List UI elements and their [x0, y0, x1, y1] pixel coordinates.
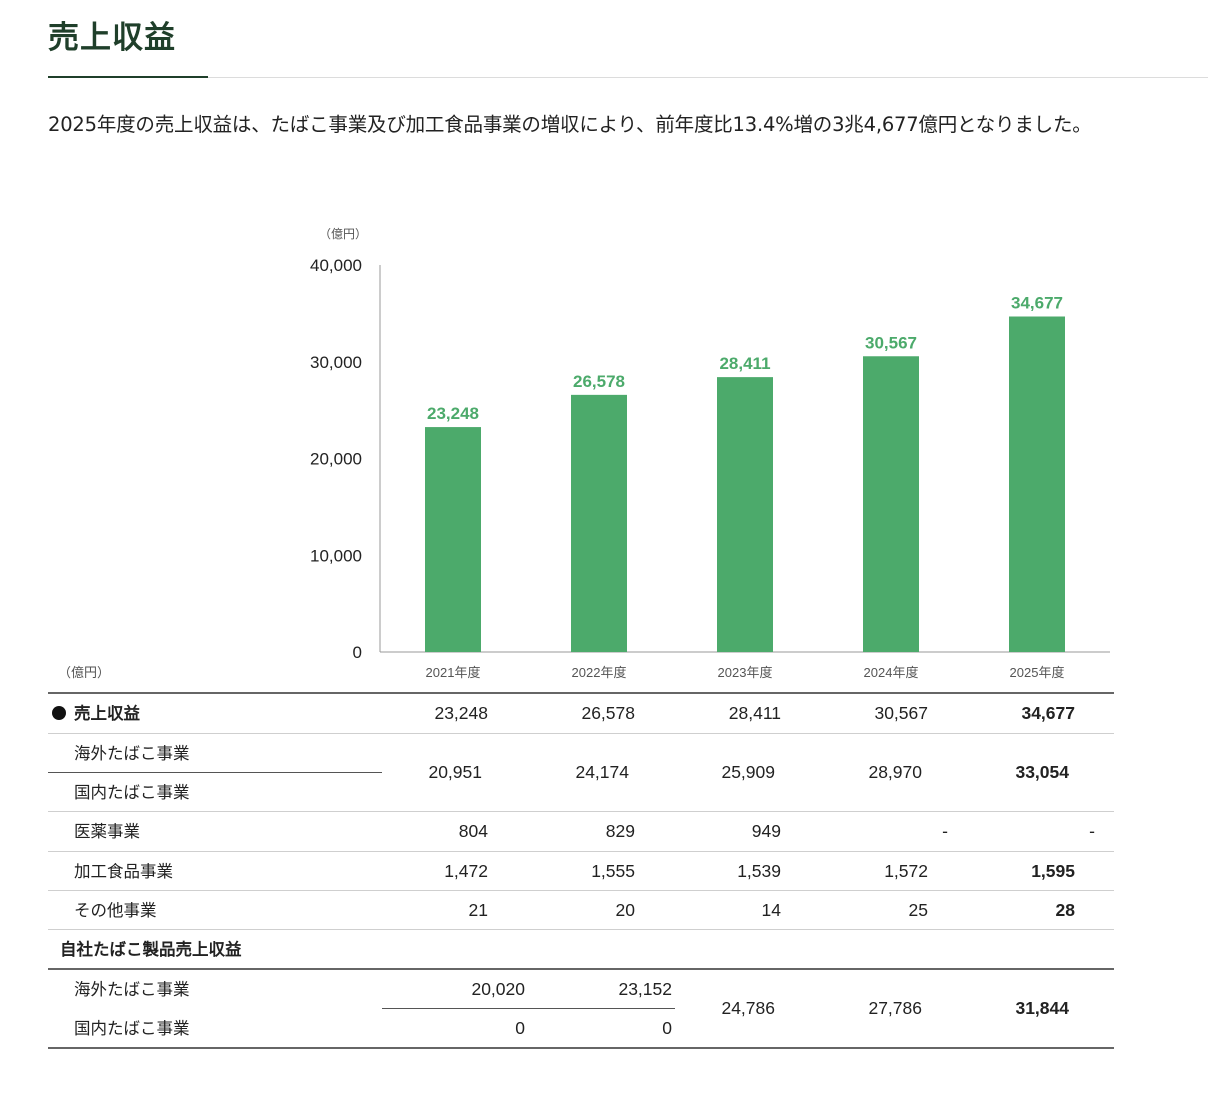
- row-label-overseas-tobacco: 海外たばこ事業: [74, 744, 190, 763]
- row-label-domestic-tobacco: 国内たばこ事業: [74, 783, 190, 802]
- bar-2021年度: [425, 427, 481, 652]
- table-row-overseas-tobacco: 海外たばこ事業: [48, 734, 1114, 773]
- tobacco-2023: 25,909: [721, 762, 775, 782]
- own-combined-2023: 24,786: [721, 998, 775, 1018]
- table-divider: [48, 929, 1114, 930]
- data-label: 23,248: [427, 404, 479, 423]
- y-tick-label: 30,000: [310, 353, 362, 372]
- own-domestic-2022: 0: [662, 1018, 672, 1038]
- other-2023: 14: [761, 900, 781, 920]
- table-row-own-domestic: 国内たばこ事業 0 0: [48, 1009, 1114, 1048]
- table-row-other: その他事業 21 20 14 25 28: [48, 891, 1114, 930]
- y-tick-label: 10,000: [310, 546, 362, 565]
- table-divider: [48, 733, 1114, 734]
- data-label: 26,578: [573, 372, 625, 391]
- data-label: 28,411: [719, 354, 770, 373]
- other-2021: 21: [468, 900, 488, 920]
- table-row-own-overseas: 海外たばこ事業 20,020 23,152: [48, 970, 1114, 1009]
- pharma-2025: -: [1089, 821, 1095, 841]
- pharma-2024: -: [942, 821, 948, 841]
- table-divider: [48, 811, 1114, 812]
- table-row-domestic-tobacco: 国内たばこ事業: [48, 773, 1114, 812]
- y-tick-label: 20,000: [310, 450, 362, 469]
- table-bottom-border: [48, 1047, 1114, 1049]
- own-combined-2025: 31,844: [1015, 998, 1069, 1018]
- revenue-2023: 28,411: [728, 703, 781, 723]
- x-tick-label: 2023年度: [718, 665, 773, 680]
- row-label-pharma: 医薬事業: [74, 822, 140, 841]
- revenue-bar-chart: （億円） 0 10,000 20,000 30,000 40,000 23,248 2021年…: [310, 227, 1110, 680]
- bar-2022年度: [571, 394, 627, 652]
- y-tick-label: 40,000: [310, 256, 362, 275]
- y-tick-label: 0: [353, 643, 362, 662]
- title-accent-bar: [48, 76, 208, 78]
- pharma-2022: 829: [605, 821, 635, 841]
- row-label-processed-food: 加工食品事業: [74, 862, 173, 881]
- table-subdivider: [48, 772, 382, 773]
- pharma-2021: 804: [458, 821, 488, 841]
- bar-2023年度: [717, 377, 773, 652]
- tobacco-2025: 33,054: [1015, 762, 1069, 782]
- tobacco-2022: 24,174: [575, 762, 629, 782]
- bar-2024年度: [863, 356, 919, 652]
- food-2021: 1,472: [444, 861, 488, 881]
- row-label-own-products: 自社たばこ製品売上収益: [60, 940, 242, 959]
- row-label-own-overseas: 海外たばこ事業: [74, 980, 190, 999]
- row-label-other: その他事業: [74, 901, 157, 920]
- summary-text: 2025年度の売上収益は、たばこ事業及び加工食品事業の増収により、前年度比13.…: [48, 113, 1092, 136]
- title-divider: [48, 77, 1208, 78]
- data-label: 30,567: [865, 333, 917, 352]
- revenue-2025: 34,677: [1021, 703, 1075, 723]
- tobacco-2021: 20,951: [428, 762, 482, 782]
- tobacco-2024: 28,970: [868, 762, 922, 782]
- table-row-processed-food: 加工食品事業 1,472 1,555 1,539 1,572 1,595: [48, 852, 1114, 891]
- table-row-own-products: 自社たばこ製品売上収益: [48, 930, 1114, 969]
- row-label-own-domestic: 国内たばこ事業: [74, 1019, 190, 1038]
- table-row-revenue: 売上収益 23,248 26,578 28,411 30,567 34,677: [48, 694, 1114, 733]
- page-title: 売上収益: [48, 20, 176, 56]
- data-label: 34,677: [1011, 294, 1063, 313]
- table-top-border: [48, 692, 1114, 694]
- revenue-2021: 23,248: [434, 703, 488, 723]
- food-2025: 1,595: [1031, 861, 1075, 881]
- table-divider: [48, 890, 1114, 891]
- own-overseas-2021: 20,020: [471, 979, 525, 999]
- x-tick-label: 2024年度: [864, 665, 919, 680]
- x-tick-label: 2021年度: [426, 665, 481, 680]
- row-label-revenue: 売上収益: [52, 694, 140, 733]
- revenue-2022: 26,578: [581, 703, 635, 723]
- own-overseas-2022: 23,152: [618, 979, 672, 999]
- table-subdivider: [382, 1008, 675, 1009]
- food-2022: 1,555: [591, 861, 635, 881]
- bar-2025年度: [1009, 316, 1065, 652]
- y-axis-unit-label: （億円）: [319, 227, 367, 241]
- own-combined-2024: 27,786: [868, 998, 922, 1018]
- revenue-2024: 30,567: [874, 703, 928, 723]
- food-2023: 1,539: [737, 861, 781, 881]
- table-unit-label: （億円）: [58, 666, 111, 681]
- other-2025: 28: [1055, 900, 1075, 920]
- other-2022: 20: [615, 900, 635, 920]
- x-tick-label: 2022年度: [572, 665, 627, 680]
- table-row-tobacco-combined: 20,951 24,174 25,909 28,970 33,054: [48, 753, 1114, 792]
- table-section-border: [48, 968, 1114, 970]
- pharma-2023: 949: [751, 821, 781, 841]
- table-row-own-combined: 24,786 27,786 31,844: [48, 989, 1114, 1028]
- table-divider: [48, 851, 1114, 852]
- food-2024: 1,572: [884, 861, 928, 881]
- own-domestic-2021: 0: [515, 1018, 525, 1038]
- bullet-icon: [52, 706, 66, 720]
- other-2024: 25: [908, 900, 928, 920]
- table-row-pharma: 医薬事業 804 829 949 - -: [48, 812, 1114, 851]
- x-tick-label: 2025年度: [1010, 665, 1065, 680]
